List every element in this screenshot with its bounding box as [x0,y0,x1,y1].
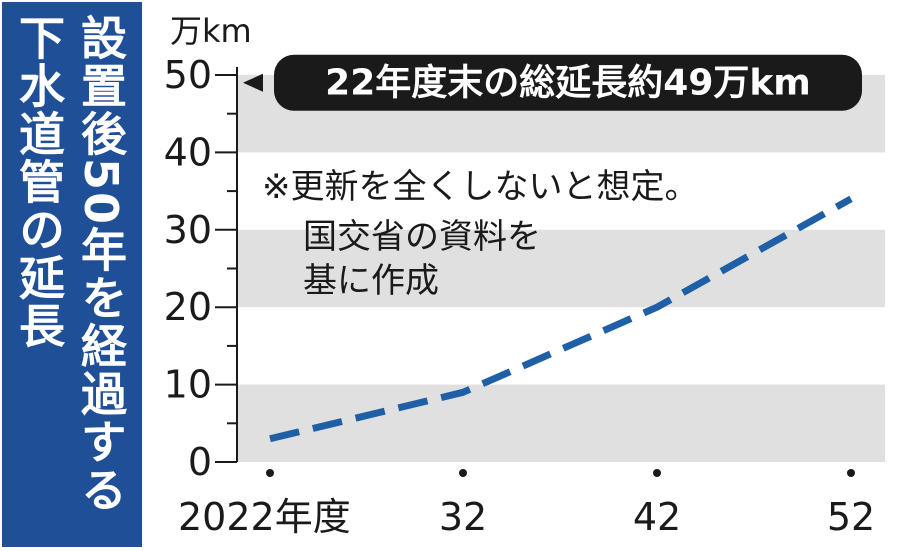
grid-band [237,384,885,462]
series-line [269,195,853,443]
callout-text: 22年度末の総延長約49万km [325,63,811,104]
x-tick-label: 32 [439,495,487,539]
x-tick-label: 42 [633,495,681,539]
y-unit-label: 万km [170,12,252,50]
chart-title-line-2: 下水道管の延長 [12,14,66,350]
y-tick-label: 0 [188,440,212,484]
x-tick-dot [653,469,661,477]
chart-title-panel: 設置後50年を経過する 下水道管の延長 [2,2,142,547]
x-tick-dot [266,469,274,477]
x-tick-dot [459,469,467,477]
callout-arrow [243,73,263,92]
x-tick-label: 52 [827,495,875,539]
series-layer [269,195,853,443]
grid-bands [237,75,885,462]
x-axis-ticks: 2022年度 32 42 52 [178,469,875,539]
note-line: 国交省の資料を [303,217,541,257]
callout-box [274,54,862,111]
callout-layer: 22年度末の総延長約49万km [243,54,862,111]
y-tick-label: 20 [164,285,212,329]
note-line: ※更新を全くしないと想定。 [262,167,699,207]
y-tick-label: 50 [164,53,212,97]
note-line: 基に作成 [303,261,439,301]
x-tick-dot [847,469,855,477]
y-tick-label: 30 [164,208,212,252]
x-tick-label: 2022年度 [178,495,351,539]
y-tick-label: 40 [164,130,212,174]
chart-title-line-1: 設置後50年を経過する [74,14,128,515]
y-tick-label: 10 [164,363,212,407]
